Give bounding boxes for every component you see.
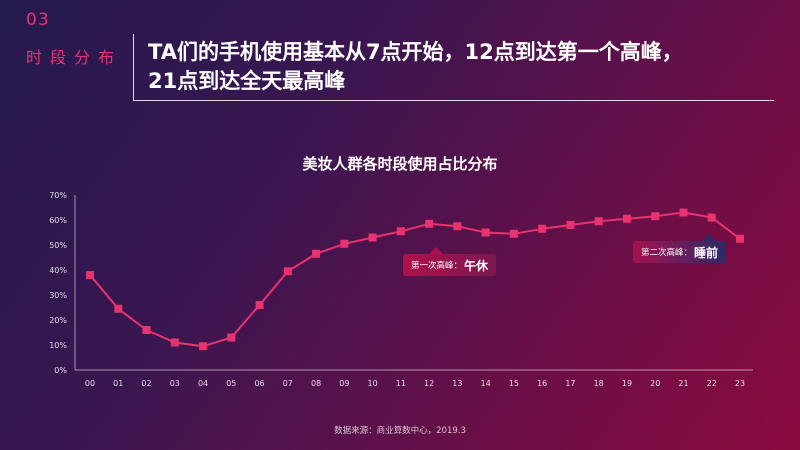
- x-tick-label: 03: [170, 379, 180, 388]
- peak-1-prefix: 第一次高峰：: [411, 261, 463, 271]
- data-point: [622, 214, 631, 223]
- data-point: [566, 221, 575, 229]
- x-tick-label: 06: [254, 379, 264, 388]
- x-tick-label: 22: [707, 379, 717, 388]
- chart-title: 美妆人群各时段使用占比分布: [302, 155, 498, 173]
- x-tick-label: 12: [424, 379, 434, 388]
- data-point: [425, 219, 434, 228]
- section-name: 时段分布: [26, 48, 123, 67]
- x-tick-label: 08: [311, 379, 321, 388]
- data-point: [736, 234, 744, 243]
- data-point: [255, 301, 264, 309]
- peak-2-prefix: 第二次高峰：: [641, 248, 693, 258]
- data-source: 数据来源：商业算数中心，2019.3: [334, 426, 466, 436]
- page-title-line-2: 21点到达全天最高峰: [148, 69, 346, 93]
- data-point: [199, 342, 208, 351]
- x-tick-label: 19: [622, 379, 632, 388]
- x-tick-label: 15: [509, 379, 519, 388]
- data-point: [142, 326, 151, 334]
- x-tick-label: 14: [481, 379, 491, 388]
- series-line: [89, 211, 741, 348]
- data-point: [114, 304, 123, 313]
- peak-1-label: 午休: [464, 258, 489, 273]
- x-tick-label: 09: [339, 379, 349, 388]
- data-point: [481, 228, 490, 237]
- y-tick-label: 20%: [49, 316, 67, 325]
- data-point: [340, 239, 349, 248]
- data-point: [538, 224, 547, 233]
- title-bracket: [133, 34, 774, 101]
- data-point: [170, 338, 179, 347]
- x-tick-label: 20: [650, 379, 660, 388]
- data-point: [396, 227, 405, 236]
- data-point: [453, 222, 462, 231]
- data-point: [679, 208, 688, 217]
- x-tick-label: 00: [85, 379, 95, 388]
- peak-2-callout: 第二次高峰： 睡前: [633, 234, 727, 263]
- y-tick-label: 0%: [54, 366, 67, 375]
- data-point: [707, 213, 716, 222]
- y-tick-label: 10%: [49, 341, 67, 350]
- y-tick-label: 40%: [49, 266, 67, 275]
- x-tick-label: 04: [198, 379, 208, 388]
- x-tick-label: 11: [396, 379, 406, 388]
- x-tick-label: 16: [537, 379, 547, 388]
- data-point: [227, 333, 236, 342]
- x-tick-label: 02: [141, 379, 151, 388]
- data-point: [368, 233, 377, 242]
- y-tick-label: 50%: [49, 241, 67, 250]
- x-tick-label: 17: [565, 379, 575, 388]
- y-tick-label: 70%: [49, 191, 67, 200]
- x-tick-label: 13: [452, 379, 462, 388]
- x-tick-label: 23: [735, 379, 745, 388]
- peak-1-callout: 第一次高峰： 午休: [403, 247, 497, 276]
- data-point: [509, 229, 518, 238]
- data-point: [283, 267, 292, 276]
- data-point: [312, 249, 321, 258]
- page-title: TA们的手机使用基本从7点开始，12点到达第一个高峰， 21点到达全天最高峰: [148, 38, 778, 96]
- y-tick-label: 60%: [49, 216, 67, 225]
- data-point: [86, 271, 94, 279]
- data-point: [594, 217, 603, 226]
- x-tick-label: 18: [594, 379, 604, 388]
- section-number: 03: [26, 10, 50, 30]
- y-tick-label: 30%: [49, 291, 67, 300]
- x-tick-label: 07: [283, 379, 293, 388]
- x-tick-label: 21: [678, 379, 688, 388]
- data-point: [651, 212, 660, 221]
- x-tick-label: 01: [113, 379, 123, 388]
- page-title-line-1: TA们的手机使用基本从7点开始，12点到达第一个高峰，: [148, 40, 683, 64]
- peak-2-label: 睡前: [694, 245, 719, 260]
- x-tick-label: 10: [368, 379, 378, 388]
- x-tick-label: 05: [226, 379, 236, 388]
